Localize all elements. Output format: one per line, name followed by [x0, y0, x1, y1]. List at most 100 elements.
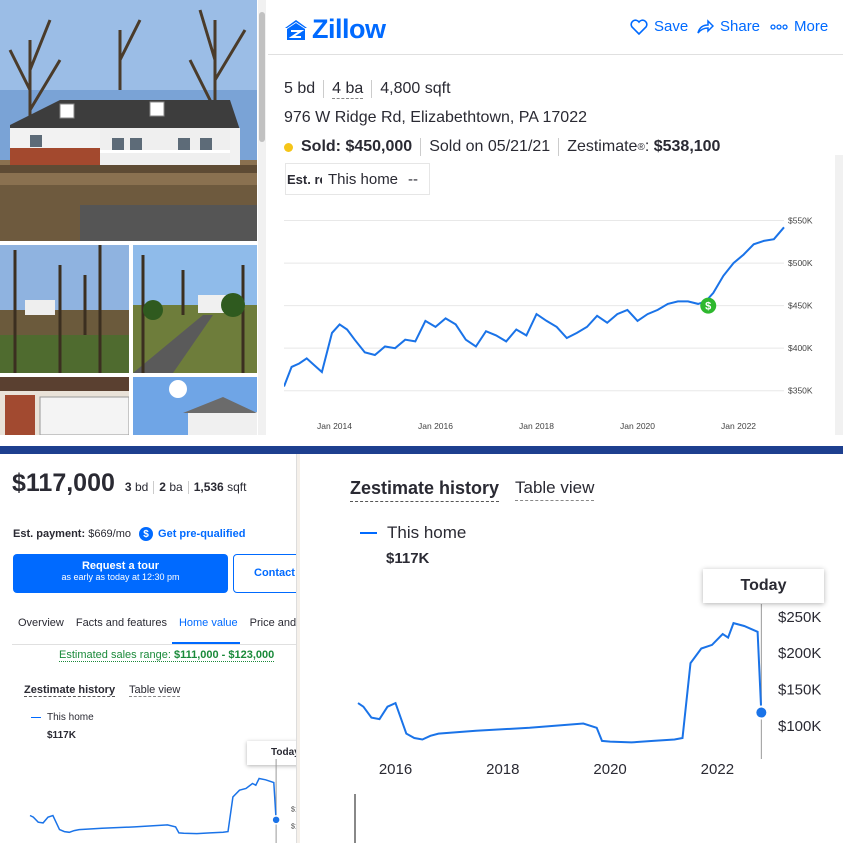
zestimate-label[interactable]: Zestimate: [567, 138, 638, 155]
y-tick-label: $250K: [778, 609, 821, 626]
sqft-count: 1,536: [193, 480, 224, 494]
tab-overview[interactable]: Overview: [18, 617, 64, 629]
sale-marker: [700, 297, 717, 314]
table-view-tab[interactable]: Table view: [129, 684, 181, 697]
price-history-chart[interactable]: $350K $400K $450K $500K $550K Jan 2014 Jan 201…: [284, 200, 824, 440]
chart-tooltip: Est. re This home --: [285, 163, 430, 195]
heart-icon: [630, 18, 648, 35]
request-tour-button[interactable]: Request a tour as early as today at 12:3…: [13, 554, 228, 593]
contact-agent-button[interactable]: Contact a: [233, 554, 300, 593]
beds-count: 3: [124, 480, 132, 494]
zillow-house-icon: [285, 19, 307, 40]
property-address: 976 W Ridge Rd, Elizabethtown, PA 17022: [284, 109, 587, 126]
sold-price: $450,000: [345, 138, 413, 155]
main-house-photo[interactable]: [0, 0, 257, 241]
zestimate-history-tab[interactable]: Zestimate history: [350, 478, 500, 502]
header-divider: [268, 54, 843, 55]
payment-label: Est. payment:: [13, 528, 86, 540]
x-tick-label: 2018: [486, 761, 519, 778]
photo-scrollbar-thumb[interactable]: [259, 12, 265, 142]
share-icon: [697, 18, 714, 33]
x-tick-label: Jan 2018: [519, 421, 554, 431]
tab-facts-and-features[interactable]: Facts and features: [75, 617, 167, 629]
prequal-link[interactable]: Get pre-qualified: [158, 528, 246, 540]
y-tick-label: $150K: [291, 807, 300, 814]
x-tick-label: Jan 2016: [418, 421, 453, 431]
save-label: Save: [654, 18, 689, 35]
beds-fact: 5 bd: [284, 80, 316, 97]
page-scrollbar[interactable]: [835, 155, 843, 435]
property-facts: 5 bd 4 ba 4,800 sqft: [284, 80, 451, 99]
zestimate-history-tab[interactable]: Zestimate history: [24, 684, 116, 697]
legend-line: [31, 717, 41, 718]
y-tick-label: $550K: [788, 216, 813, 226]
estimated-sales-range[interactable]: Estimated sales range: $111,000 - $123,0…: [59, 649, 275, 662]
current-point-marker: [754, 705, 769, 720]
zestimate-colon: :: [644, 138, 650, 155]
sqft-unit: sqft: [227, 480, 247, 494]
legend-line: [360, 532, 377, 534]
sold-row: Sold: $450,000 Sold on 05/21/21 Zestimat…: [284, 138, 720, 156]
sold-separator: [420, 138, 422, 156]
x-tick-label: Jan 2022: [721, 421, 756, 431]
y-tick-label: $350K: [788, 386, 813, 396]
zestimate-registered-mark: ®: [637, 141, 645, 153]
brand-name: Zillow: [312, 14, 386, 44]
tab-price-and-tax[interactable]: Price and t: [249, 617, 300, 629]
payment-row: Est. payment: $669/mo $ Get pre-qualifie…: [13, 527, 245, 541]
y-tick-label: $450K: [788, 301, 813, 311]
yard-photo[interactable]: [0, 245, 129, 373]
price-row: $117,000 3 bd 2 ba 1,536 sqft: [12, 469, 246, 498]
y-tick-label: $100K: [778, 718, 821, 735]
tab-home-value[interactable]: Home value: [178, 617, 238, 629]
range-value: $111,000 - $123,000: [173, 649, 275, 661]
more-button[interactable]: More: [770, 18, 828, 35]
share-button[interactable]: Share: [696, 18, 760, 35]
garage-photo[interactable]: [0, 377, 129, 435]
zestimate-history-chart[interactable]: $100K $150K $200K $250K 2016 2018 2020 2022: [316, 594, 843, 794]
y-tick-label: $400K: [788, 343, 813, 353]
sold-status-dot: [284, 142, 293, 152]
range-label: Estimated sales range:: [59, 649, 171, 661]
active-tab-indicator: [172, 642, 240, 644]
more-label: More: [794, 18, 829, 35]
driveway-photo[interactable]: [133, 245, 257, 373]
payment-value: $669/mo: [88, 528, 132, 540]
collage-divider: [0, 446, 843, 454]
current-point-marker: [271, 815, 281, 825]
photo-scrollbar[interactable]: [258, 0, 266, 435]
current-zestimate: $117K: [47, 730, 76, 741]
sold-label: Sold:: [301, 138, 341, 155]
fact-separator: [153, 480, 155, 494]
sold-date: Sold on 05/21/21: [429, 138, 551, 155]
y-tick-label: $500K: [788, 258, 813, 268]
beds-unit: bd: [134, 480, 149, 494]
zestimate-value: $538,100: [653, 138, 721, 155]
tour-button-subtext: as early as today at 12:30 pm: [61, 572, 180, 582]
more-dots-icon: [770, 23, 788, 30]
listing-price: $117,000: [12, 469, 115, 497]
panel-scrollbar[interactable]: [296, 454, 300, 843]
baths-fact[interactable]: 4 ba: [332, 80, 364, 99]
fact-separator: [187, 480, 189, 494]
fact-separator: [323, 80, 325, 98]
table-view-tab[interactable]: Table view: [515, 478, 595, 501]
current-zestimate: $117K: [386, 550, 430, 567]
x-tick-label: Jan 2014: [317, 421, 352, 431]
zillow-logo[interactable]: Zillow: [284, 14, 386, 45]
dollar-icon: $: [705, 301, 711, 313]
zestimate-series-line: [29, 777, 279, 835]
x-tick-label: 2022: [701, 761, 734, 778]
sky-photo[interactable]: [133, 377, 257, 435]
bottom-right-chart-panel: Zestimate history Table view This home $…: [316, 454, 843, 843]
share-label: Share: [720, 18, 761, 35]
x-tick-label: 2016: [379, 761, 412, 778]
save-button[interactable]: Save: [630, 18, 688, 35]
bottom-left-listing-panel: $117,000 3 bd 2 ba 1,536 sqft Est. payme…: [0, 454, 300, 843]
fact-separator: [371, 80, 373, 98]
x-tick-label: Jan 2020: [620, 421, 655, 431]
x-tick-label: 2020: [593, 761, 626, 778]
zestimate-series-line: [357, 621, 766, 744]
chart-legend: This home: [360, 523, 466, 543]
mini-zestimate-chart[interactable]: $150K $100K: [0, 759, 300, 843]
